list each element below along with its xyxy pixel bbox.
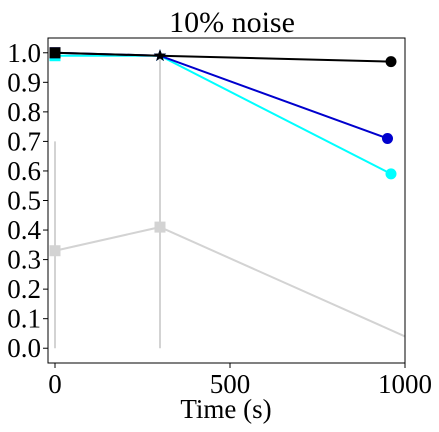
y-tick-label: 0.7 xyxy=(7,126,41,156)
data-point-circle xyxy=(385,56,397,68)
series-1 xyxy=(49,49,397,180)
x-axis-label: Time (s) xyxy=(180,394,271,424)
data-point-star xyxy=(153,49,167,61)
y-tick-label: 0.5 xyxy=(7,186,41,216)
y-tick-label: 0.4 xyxy=(7,215,41,245)
y-tick-label: 1.0 xyxy=(7,38,41,68)
y-tick-label: 0.0 xyxy=(7,333,41,363)
series-line xyxy=(55,54,392,175)
y-tick-label: 0.2 xyxy=(7,274,41,304)
series-2 xyxy=(49,47,393,144)
series-line xyxy=(54,51,388,140)
x-tick-label: 500 xyxy=(210,369,251,399)
y-tick-label: 0.9 xyxy=(7,67,41,97)
chart-title: 10% noise xyxy=(169,6,295,39)
x-tick-label: 0 xyxy=(48,369,62,399)
data-point-circle xyxy=(382,132,393,144)
y-tick-label: 0.1 xyxy=(7,304,41,334)
data-point-square xyxy=(49,47,61,59)
series-line xyxy=(54,51,392,63)
series-line xyxy=(54,226,406,338)
y-axis: 0.00.10.20.30.40.50.60.70.80.91.0 xyxy=(7,38,48,363)
series-layer xyxy=(49,47,406,349)
series-0 xyxy=(49,58,406,349)
y-tick-label: 0.3 xyxy=(7,245,41,275)
data-point-square xyxy=(154,221,166,233)
x-axis: 0 500 1000 xyxy=(48,363,432,399)
data-point-square xyxy=(49,245,61,257)
plot-area-frame xyxy=(47,37,406,364)
x-tick-label: 1000 xyxy=(378,369,432,399)
series-3 xyxy=(49,47,397,68)
y-tick-label: 0.8 xyxy=(7,97,41,127)
y-tick-label: 0.6 xyxy=(7,156,41,186)
data-point-circle xyxy=(385,168,397,180)
